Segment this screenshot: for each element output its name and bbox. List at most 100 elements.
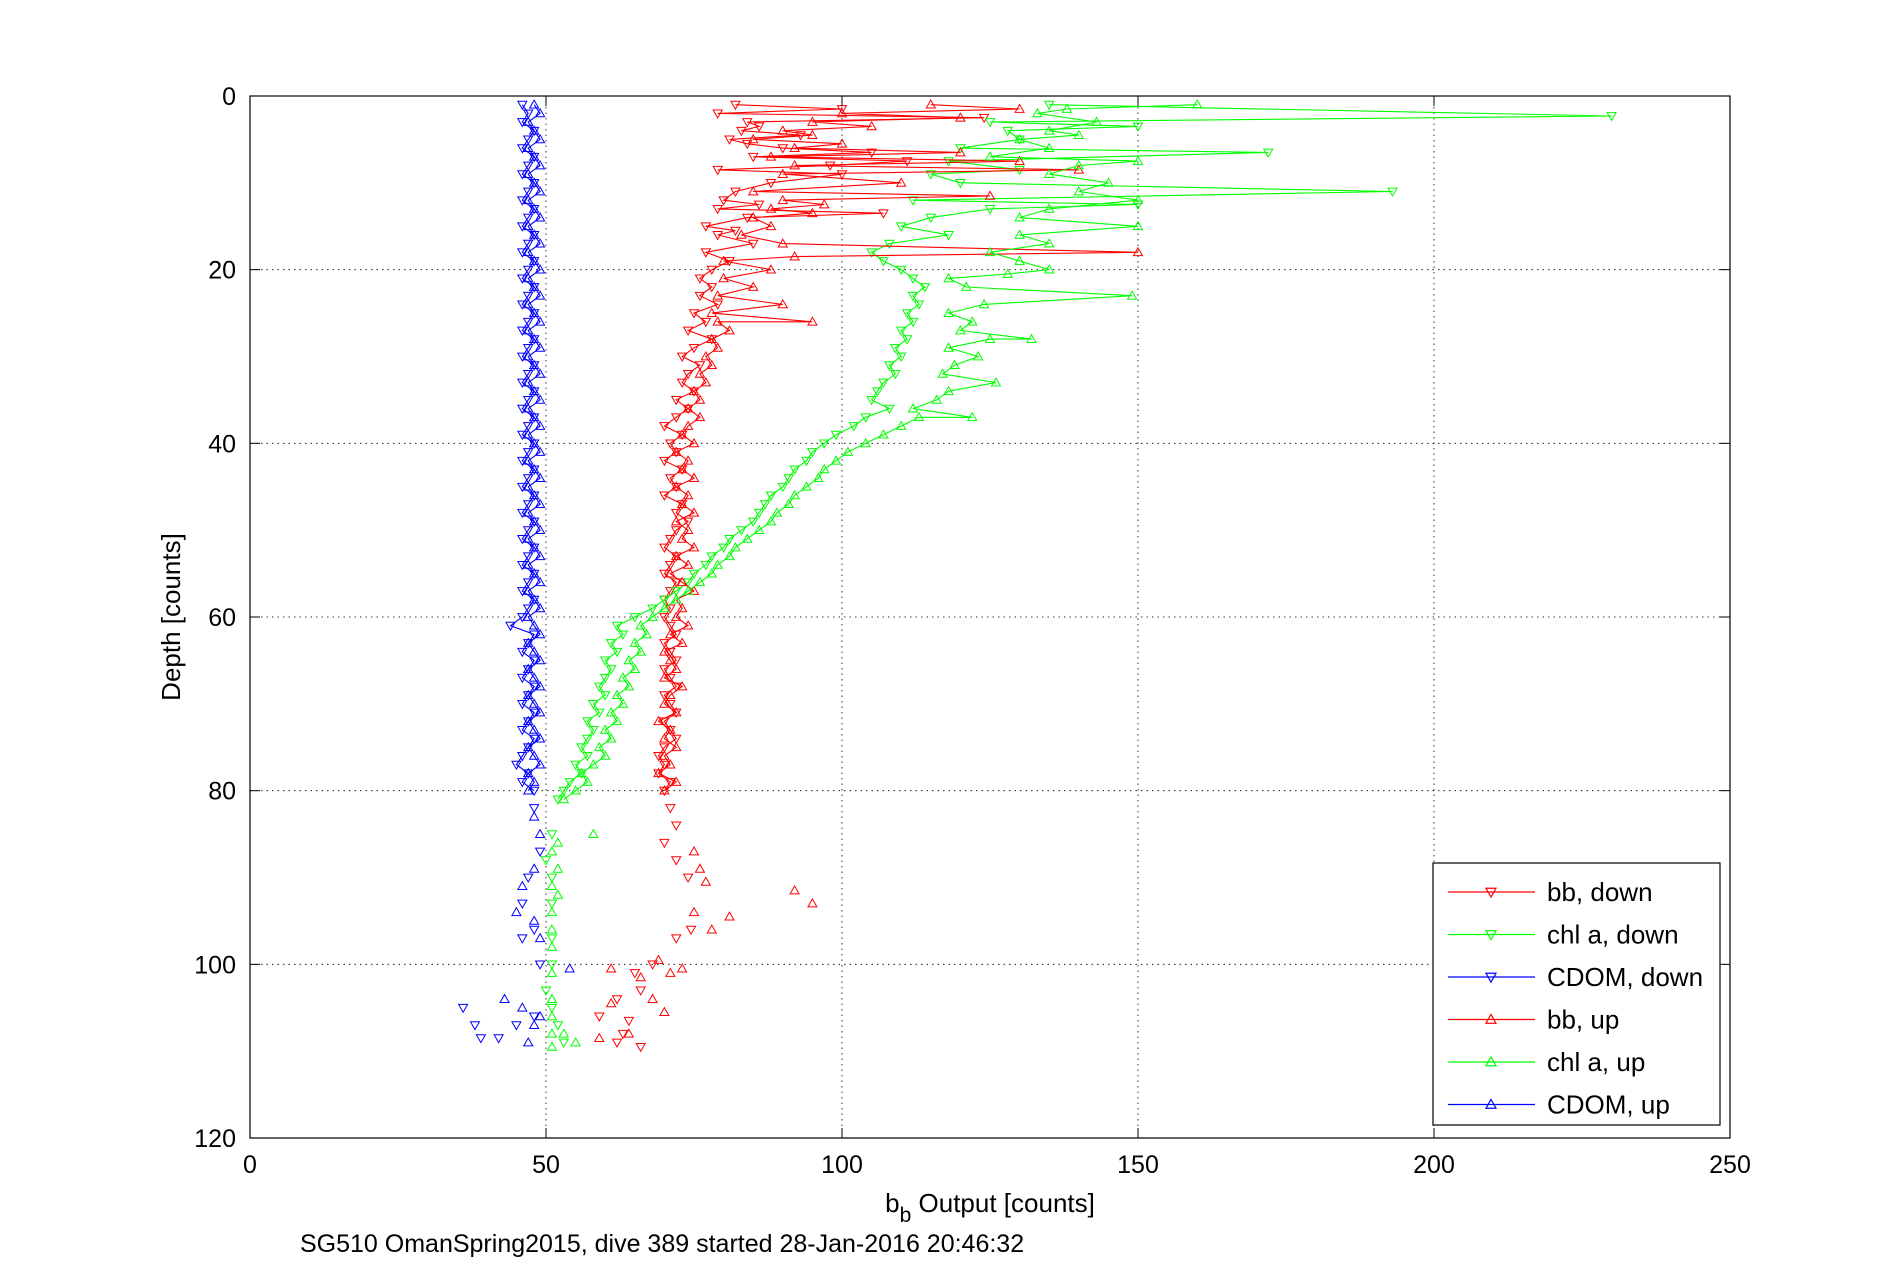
data-point <box>670 508 682 519</box>
data-point <box>552 837 564 847</box>
data-point <box>848 422 860 432</box>
data-point <box>522 665 534 675</box>
series-1 <box>552 100 1617 805</box>
data-point <box>1043 142 1055 152</box>
data-point <box>700 317 712 328</box>
data-point <box>516 404 528 415</box>
data-point <box>528 126 540 137</box>
series-2 <box>505 100 540 797</box>
data-point <box>937 368 949 378</box>
data-point <box>534 394 546 404</box>
data-point <box>842 446 854 456</box>
data-point <box>528 620 540 630</box>
data-point <box>1043 238 1055 248</box>
data-point <box>901 309 913 319</box>
x-tick-label: 50 <box>532 1151 560 1179</box>
data-point <box>617 698 629 708</box>
data-point <box>676 378 688 389</box>
data-point <box>522 298 534 309</box>
data-point <box>528 915 540 925</box>
data-point <box>664 967 676 977</box>
data-point <box>984 333 996 344</box>
data-point <box>522 552 534 562</box>
data-point <box>866 120 877 131</box>
data-point <box>990 377 1002 387</box>
data-point <box>546 830 558 840</box>
data-point <box>1061 103 1073 113</box>
data-point <box>676 680 688 691</box>
data-point <box>783 498 795 508</box>
legend-marker <box>1484 930 1498 941</box>
data-point <box>664 759 676 769</box>
data-point <box>599 673 611 684</box>
data-point <box>659 613 670 623</box>
data-point <box>925 170 937 180</box>
data-point <box>1014 212 1025 222</box>
data-point <box>907 291 919 302</box>
data-point <box>1091 116 1102 126</box>
data-point <box>664 474 676 484</box>
data-point <box>558 1038 570 1048</box>
x-axis-label-rest: Output [counts] <box>911 1188 1095 1218</box>
data-point <box>623 1028 635 1038</box>
data-point <box>706 307 718 317</box>
data-point <box>676 498 688 508</box>
data-point <box>889 369 901 380</box>
data-point <box>1002 126 1014 137</box>
data-point <box>712 205 724 215</box>
data-point <box>647 604 658 614</box>
data-point <box>676 963 688 973</box>
data-point <box>534 186 546 196</box>
data-point <box>522 689 534 700</box>
data-point <box>789 885 801 895</box>
data-point <box>511 760 522 771</box>
data-point <box>901 335 913 345</box>
data-point <box>747 239 759 250</box>
data-point <box>528 231 540 241</box>
data-point <box>718 255 729 265</box>
data-point <box>753 200 765 211</box>
data-point <box>516 778 528 788</box>
data-point <box>659 639 670 649</box>
data-point <box>516 326 528 336</box>
data-point <box>712 109 724 119</box>
data-point <box>528 205 540 215</box>
data-point <box>522 272 534 283</box>
data-point <box>670 663 682 673</box>
data-point <box>1387 187 1398 198</box>
data-point <box>688 585 700 595</box>
data-point <box>670 396 682 406</box>
data-point <box>901 157 913 167</box>
data-point <box>522 396 534 406</box>
data-point <box>516 170 528 180</box>
data-point <box>735 526 747 536</box>
data-point <box>706 265 718 276</box>
data-point <box>623 654 635 665</box>
data-point <box>528 646 540 656</box>
data-point <box>587 699 599 710</box>
data-point <box>534 1010 546 1021</box>
data-point <box>836 138 848 148</box>
data-point <box>1043 203 1055 213</box>
data-point <box>617 672 629 682</box>
data-point <box>528 387 540 397</box>
ticks: 0 50 100 150 200 250 0 20 40 60 80 100 120 <box>194 83 1751 1179</box>
data-point <box>534 498 546 508</box>
data-point <box>522 194 534 205</box>
data-point <box>907 317 919 328</box>
data-point <box>516 561 528 571</box>
data-point <box>516 100 528 111</box>
data-point <box>534 133 546 144</box>
series-line <box>657 104 1139 792</box>
data-point <box>599 691 611 701</box>
data-point <box>522 324 534 335</box>
data-point <box>895 265 907 276</box>
data-point <box>516 587 528 597</box>
data-point <box>522 663 534 673</box>
data-point <box>552 863 564 873</box>
data-point <box>741 118 753 128</box>
data-point <box>943 157 954 167</box>
x-tick-label: 150 <box>1117 1151 1159 1179</box>
data-point <box>664 587 676 597</box>
